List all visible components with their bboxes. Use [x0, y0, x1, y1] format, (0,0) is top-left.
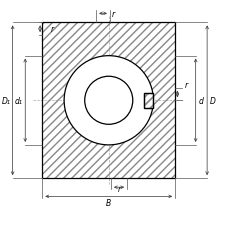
Circle shape: [84, 77, 132, 125]
Bar: [144, 93, 153, 108]
Text: r: r: [51, 25, 54, 34]
Text: d₁: d₁: [15, 96, 23, 105]
Text: r: r: [117, 184, 120, 193]
Bar: [42, 23, 174, 178]
Text: D: D: [209, 96, 215, 105]
Text: d: d: [198, 96, 202, 105]
Text: D₁: D₁: [1, 96, 10, 105]
Text: B: B: [106, 198, 111, 207]
Circle shape: [64, 56, 153, 145]
Text: r: r: [111, 10, 114, 19]
Bar: [144, 93, 153, 108]
Bar: [144, 93, 153, 108]
Bar: [144, 93, 153, 108]
Bar: [42, 23, 174, 178]
Text: r: r: [183, 81, 187, 90]
